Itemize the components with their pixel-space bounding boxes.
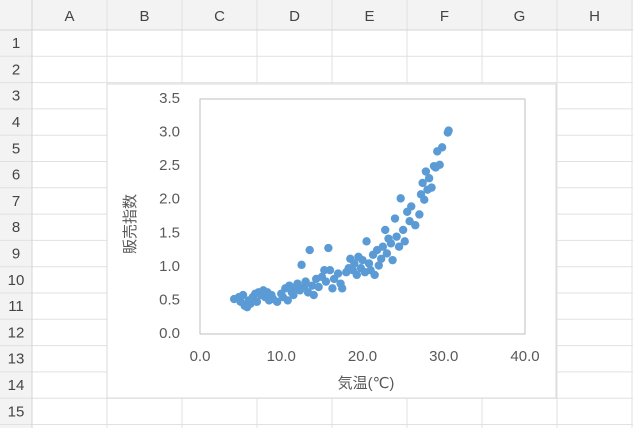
point — [392, 232, 401, 241]
point — [272, 297, 282, 306]
y-tick-label: 1.5 — [159, 224, 180, 241]
point — [376, 254, 386, 263]
row-header[interactable]: 11 — [8, 298, 24, 315]
point — [437, 143, 447, 152]
row-header[interactable]: 6 — [12, 167, 20, 184]
y-tick-label: 3.5 — [159, 90, 180, 107]
point — [362, 237, 371, 246]
point — [415, 210, 424, 219]
point — [352, 270, 362, 280]
row-header[interactable]: 1 — [12, 35, 20, 52]
row-header[interactable]: 13 — [8, 351, 25, 368]
row-header[interactable]: 9 — [12, 246, 20, 263]
y-tick-label: 3.0 — [159, 124, 180, 141]
point — [374, 261, 383, 270]
point — [289, 290, 298, 300]
point — [396, 194, 405, 203]
point — [378, 242, 388, 251]
point — [370, 270, 379, 280]
y-tick-label: 0.5 — [159, 291, 180, 308]
column-header[interactable]: H — [589, 8, 600, 25]
point — [333, 269, 343, 278]
column-header[interactable]: G — [514, 8, 526, 25]
row-header[interactable]: 15 — [8, 403, 25, 420]
point — [394, 242, 404, 251]
point — [398, 225, 408, 235]
chart: 0.0 0.5 1.0 1.5 2.0 2.5 3.0 3.5 0.0 10.0 20.0 30.0 4… — [159, 90, 539, 365]
point — [435, 160, 444, 169]
point — [418, 178, 427, 188]
point — [390, 214, 400, 223]
point — [358, 255, 367, 265]
point — [427, 183, 436, 192]
point — [364, 259, 374, 268]
x-tick-label: 20.0 — [348, 348, 377, 365]
point — [424, 174, 434, 183]
y-tick-label: 1.0 — [159, 258, 180, 275]
point — [325, 266, 335, 275]
point — [307, 281, 317, 290]
row-header[interactable]: 12 — [8, 324, 25, 341]
point — [386, 239, 396, 248]
point — [283, 296, 292, 305]
row-header[interactable]: 10 — [8, 272, 25, 289]
row-header[interactable]: 2 — [12, 61, 20, 78]
point — [238, 290, 248, 300]
column-header[interactable]: E — [364, 8, 374, 25]
row-header[interactable]: 5 — [12, 140, 20, 157]
point — [285, 281, 294, 290]
point — [301, 277, 310, 286]
point — [321, 277, 331, 286]
row-header[interactable]: 8 — [12, 219, 20, 236]
point — [411, 221, 420, 230]
y-axis-title: 販売指数 — [122, 194, 139, 254]
point — [246, 299, 255, 308]
x-axis-title: 気温(℃) — [338, 375, 395, 392]
y-tick-label: 0.0 — [159, 325, 180, 342]
row-header[interactable]: 3 — [12, 88, 20, 105]
column-header[interactable]: C — [214, 8, 225, 25]
column-header[interactable]: F — [440, 8, 449, 25]
x-tick-label: 10.0 — [267, 348, 296, 365]
point — [252, 297, 262, 306]
x-tick-label: 30.0 — [429, 348, 458, 365]
point — [293, 279, 302, 288]
x-tick-label: 40.0 — [510, 348, 539, 365]
point — [350, 259, 359, 268]
column-header[interactable]: A — [64, 8, 74, 25]
point — [407, 202, 416, 211]
point — [324, 243, 333, 253]
row-header[interactable]: 14 — [8, 377, 25, 394]
column-header-bar — [0, 0, 633, 30]
point — [381, 225, 390, 235]
row-header[interactable]: 4 — [12, 114, 20, 131]
point — [328, 284, 337, 293]
point — [421, 167, 431, 176]
point — [309, 290, 318, 300]
point — [382, 249, 392, 258]
column-header[interactable]: B — [139, 8, 149, 25]
point — [400, 237, 409, 246]
point — [305, 245, 314, 255]
y-tick-label: 2.5 — [159, 157, 180, 174]
point — [444, 126, 453, 135]
point — [314, 282, 323, 292]
point — [388, 255, 397, 265]
point — [420, 195, 429, 204]
point — [297, 260, 306, 270]
y-tick-label: 2.0 — [159, 191, 180, 208]
point — [337, 284, 347, 293]
x-tick-label: 0.0 — [190, 348, 211, 365]
column-header[interactable]: D — [289, 8, 300, 25]
row-header[interactable]: 7 — [12, 193, 20, 210]
